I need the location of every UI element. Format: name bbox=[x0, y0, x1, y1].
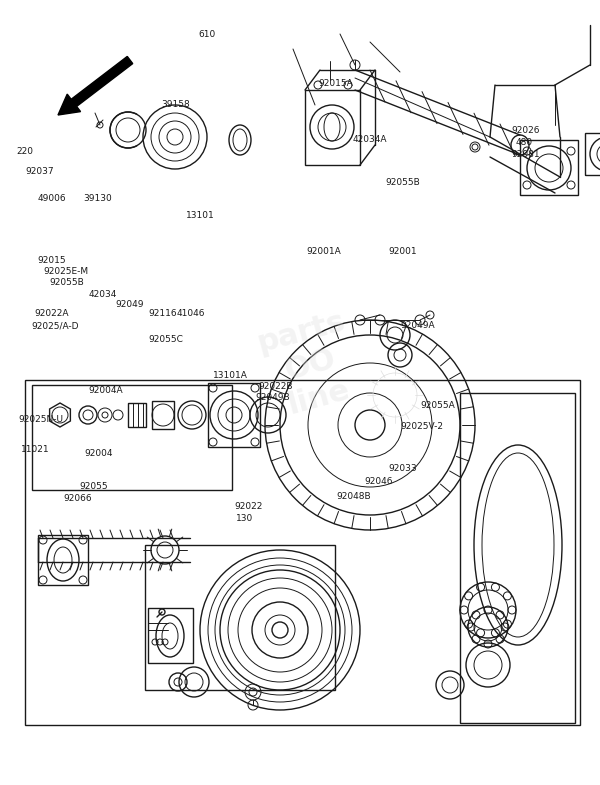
Bar bbox=[128, 403, 146, 427]
Text: 39158: 39158 bbox=[161, 100, 190, 109]
Text: 92025/A-D: 92025/A-D bbox=[32, 321, 79, 330]
Text: 92055B: 92055B bbox=[50, 278, 85, 287]
Text: 92022: 92022 bbox=[234, 502, 262, 511]
FancyArrow shape bbox=[58, 57, 133, 115]
Bar bbox=[585, 133, 600, 175]
Text: 42034A: 42034A bbox=[353, 135, 388, 144]
Text: 92015A: 92015A bbox=[318, 79, 353, 89]
Text: 92055B: 92055B bbox=[385, 177, 420, 187]
Text: 92116: 92116 bbox=[149, 309, 178, 319]
Bar bbox=[32, 385, 232, 490]
Text: 92026: 92026 bbox=[512, 126, 540, 135]
Text: 92001: 92001 bbox=[389, 246, 418, 256]
Text: 92037: 92037 bbox=[26, 166, 55, 176]
Text: 220: 220 bbox=[16, 147, 33, 156]
Text: 92025E-M: 92025E-M bbox=[44, 267, 89, 276]
Text: 13101: 13101 bbox=[186, 210, 215, 220]
Text: 11021: 11021 bbox=[21, 444, 50, 454]
Text: 39130: 39130 bbox=[83, 194, 112, 203]
Text: 92022B: 92022B bbox=[258, 382, 293, 391]
Bar bbox=[460, 393, 575, 723]
Text: 42034: 42034 bbox=[89, 290, 117, 299]
Text: 92004A: 92004A bbox=[89, 386, 124, 396]
Bar bbox=[38, 535, 88, 585]
Text: 92055: 92055 bbox=[80, 482, 109, 491]
Text: 92001A: 92001A bbox=[306, 246, 341, 256]
Text: 13101A: 13101A bbox=[213, 371, 248, 380]
Bar bbox=[145, 545, 335, 690]
Text: 130: 130 bbox=[236, 513, 253, 523]
Text: 92066: 92066 bbox=[63, 494, 92, 503]
Text: 92015: 92015 bbox=[38, 256, 67, 265]
Text: 92048B: 92048B bbox=[336, 491, 371, 501]
Bar bbox=[152, 401, 174, 429]
Text: 92049A: 92049A bbox=[401, 321, 436, 330]
Text: 41046: 41046 bbox=[177, 309, 205, 319]
Text: 92046: 92046 bbox=[365, 477, 394, 487]
Text: 92025V-2: 92025V-2 bbox=[401, 422, 444, 431]
Text: 480: 480 bbox=[516, 138, 533, 148]
Text: 92081: 92081 bbox=[512, 150, 541, 159]
Text: 92055C: 92055C bbox=[149, 334, 184, 344]
Text: 610: 610 bbox=[198, 30, 215, 39]
Text: 92049B: 92049B bbox=[255, 393, 290, 403]
Text: 49006: 49006 bbox=[37, 194, 66, 203]
Text: parts
OO
line: parts OO line bbox=[254, 307, 366, 423]
Bar bbox=[148, 608, 193, 663]
Bar bbox=[25, 380, 580, 725]
Text: 92004: 92004 bbox=[84, 449, 113, 458]
Text: 92055A: 92055A bbox=[420, 401, 455, 411]
Bar bbox=[208, 383, 260, 447]
Text: 92025N-U: 92025N-U bbox=[18, 415, 63, 425]
Text: 92022A: 92022A bbox=[35, 309, 70, 319]
Text: 92049: 92049 bbox=[116, 300, 145, 309]
Bar bbox=[305, 90, 360, 165]
Bar bbox=[520, 140, 578, 195]
Text: 92033: 92033 bbox=[389, 464, 418, 473]
